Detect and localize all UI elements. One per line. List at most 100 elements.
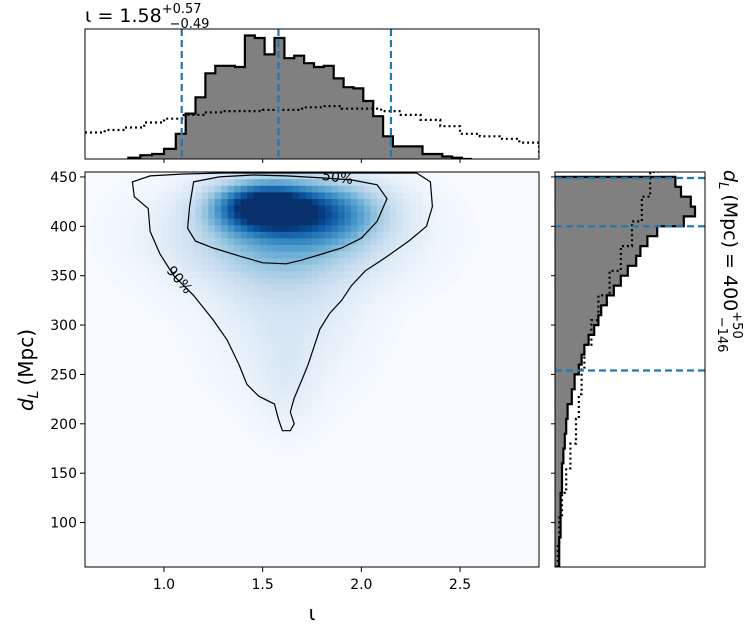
heatmap-cell — [344, 362, 352, 371]
heatmap-cell — [214, 290, 222, 298]
heatmap-cell — [221, 283, 229, 292]
heatmap-cell — [110, 277, 119, 285]
heatmap-cell — [208, 251, 216, 259]
heatmap-cell — [214, 336, 222, 344]
heatmap-cell — [363, 178, 371, 186]
heatmap-cell — [117, 178, 125, 186]
heatmap-cell — [117, 211, 125, 219]
heatmap-cell — [331, 323, 339, 331]
heatmap-cell — [350, 244, 358, 252]
heatmap-cell — [286, 257, 294, 265]
heatmap-cell — [130, 251, 138, 259]
heatmap-cell — [279, 277, 287, 285]
heatmap-cell — [201, 218, 209, 226]
heatmap-cell — [201, 323, 209, 331]
heatmap-cell — [454, 231, 462, 239]
heatmap-cell — [221, 330, 229, 338]
heatmap-cell — [221, 231, 229, 239]
heatmap-cell — [350, 211, 358, 219]
heatmap-cell — [422, 231, 430, 239]
heatmap-cell — [182, 362, 190, 371]
heatmap-cell — [188, 369, 196, 377]
x-histogram-bar — [343, 87, 354, 159]
heatmap-cell — [247, 376, 255, 384]
heatmap-cell — [260, 402, 268, 410]
heatmap-cell — [240, 356, 248, 364]
heatmap-cell — [247, 310, 255, 318]
heatmap-cell — [286, 211, 294, 219]
heatmap-cell — [97, 231, 106, 239]
heatmap-cell — [396, 218, 404, 226]
heatmap-cell — [221, 356, 229, 364]
heatmap-cell — [227, 343, 235, 351]
heatmap-cell — [409, 283, 417, 292]
heatmap-cell — [182, 264, 190, 272]
heatmap-cell — [247, 198, 255, 206]
heatmap-cell — [208, 178, 216, 186]
heatmap-cell — [344, 244, 352, 252]
heatmap-cell — [227, 303, 235, 311]
heatmap-cell — [370, 270, 378, 278]
heatmap-cell — [305, 323, 313, 331]
heatmap-cell — [136, 264, 144, 272]
heatmap-cell — [260, 257, 268, 265]
heatmap-cell — [149, 237, 157, 246]
heatmap-cell — [247, 362, 255, 371]
heatmap-cell — [312, 330, 320, 338]
heatmap-cell — [383, 191, 391, 199]
heatmap-cell — [350, 336, 358, 344]
heatmap-cell — [182, 356, 190, 364]
heatmap-cell — [208, 231, 216, 239]
heatmap-cell — [305, 349, 313, 357]
heatmap-cell — [331, 316, 339, 325]
heatmap-cell — [182, 178, 190, 186]
heatmap-cell — [201, 349, 209, 357]
heatmap-cell — [337, 303, 346, 311]
heatmap-cell — [143, 172, 151, 180]
heatmap-cell — [136, 297, 144, 305]
heatmap-cell — [234, 422, 242, 430]
heatmap-cell — [422, 257, 430, 265]
x-histogram-bar — [195, 97, 206, 159]
heatmap-cell — [104, 264, 112, 272]
heatmap-cell — [227, 409, 235, 417]
heatmap-cell — [279, 270, 287, 278]
heatmap-cell — [260, 277, 268, 285]
heatmap-cell — [175, 224, 183, 232]
heatmap-cell — [240, 257, 248, 265]
heatmap-cell — [409, 277, 417, 285]
heatmap-cell — [188, 356, 196, 364]
heatmap-cell — [474, 237, 482, 246]
heatmap-cell — [292, 185, 300, 193]
y-parameter-title: dL(Mpc)= 400+50−146 — [714, 170, 744, 352]
heatmap-cell — [143, 251, 151, 259]
heatmap-cell — [363, 369, 371, 377]
heatmap-cell — [467, 237, 475, 246]
heatmap-cell — [214, 395, 222, 404]
y-tick-label: 350 — [50, 269, 77, 285]
heatmap-cell — [286, 369, 294, 377]
heatmap-cell — [292, 270, 300, 278]
contour-50-label: 50% — [321, 168, 354, 188]
heatmap-cell — [143, 218, 151, 226]
x-tick-label: 1.5 — [252, 577, 274, 593]
heatmap-cell — [344, 231, 352, 239]
heatmap-cell — [305, 218, 313, 226]
heatmap-cell — [344, 283, 352, 292]
heatmap-cell — [195, 290, 203, 298]
heatmap-cell — [357, 310, 365, 318]
heatmap-cell — [318, 395, 326, 404]
heatmap-cell — [227, 178, 235, 186]
heatmap-cell — [305, 244, 313, 252]
heatmap-cell — [266, 198, 274, 206]
heatmap-cell — [422, 218, 430, 226]
heatmap-cell — [162, 303, 170, 311]
heatmap-cell — [182, 316, 190, 325]
heatmap-cell — [305, 211, 313, 219]
heatmap-cell — [247, 178, 255, 186]
heatmap-cell — [240, 382, 248, 390]
heatmap-cell — [305, 310, 313, 318]
heatmap-cell — [208, 283, 216, 292]
heatmap-cell — [428, 211, 436, 219]
heatmap-cell — [305, 251, 313, 259]
